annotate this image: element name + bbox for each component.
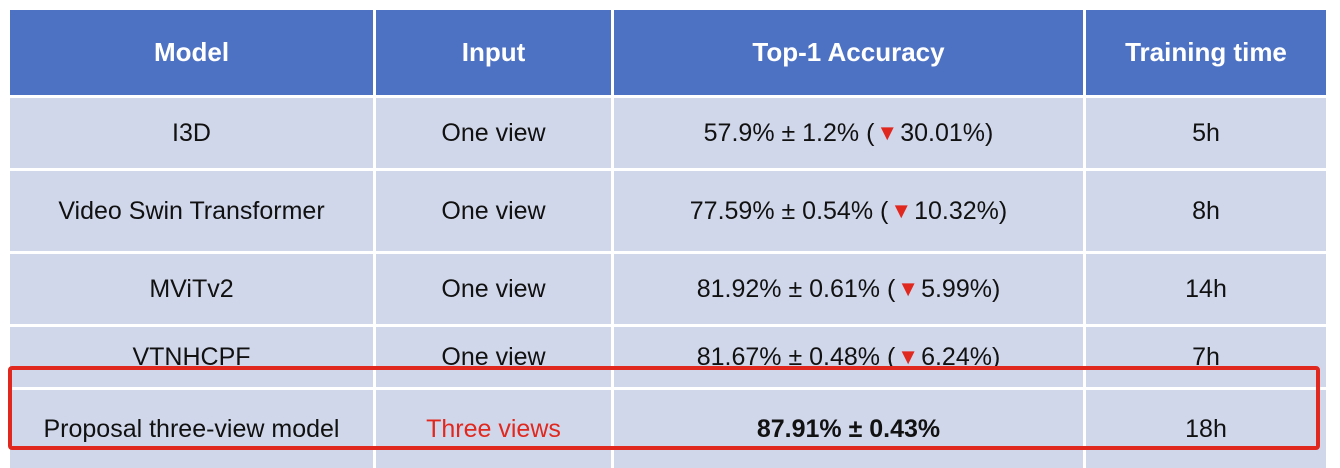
accuracy-cell: 77.59% ± 0.54% ( ▼ 10.32%) [614,171,1086,251]
input-type: One view [376,327,614,387]
header-model: Model [10,10,376,95]
accuracy-value: 81.67% ± 0.48% ( [696,342,896,371]
accuracy-cell: 57.9% ± 1.2% ( ▼ 30.01%) [614,98,1086,168]
input-type: Three views [376,390,614,468]
table-row: Video Swin Transformer One view 77.59% ±… [10,171,1326,254]
highlight-box [8,366,1320,450]
table-row: I3D One view 57.9% ± 1.2% ( ▼ 30.01%) 5h [10,98,1326,171]
table-header: Model Input Top-1 Accuracy Training time [10,10,1326,98]
header-accuracy: Top-1 Accuracy [614,10,1086,95]
training-time: 14h [1185,274,1227,303]
accuracy-cell: 81.92% ± 0.61% ( ▼ 5.99%) [614,254,1086,324]
input-type: One view [376,98,614,168]
header-input: Input [376,10,614,95]
down-triangle-icon: ▼ [897,344,920,369]
training-time: 18h [1185,414,1227,443]
accuracy-value: 57.9% ± 1.2% ( [703,118,875,147]
table-row: MViTv2 One view 81.92% ± 0.61% ( ▼ 5.99%… [10,254,1326,327]
down-triangle-icon: ▼ [890,198,913,223]
table-row-proposed: Proposal three-view model Three views 87… [10,390,1326,468]
table-row: VTNHCPF One view 81.67% ± 0.48% ( ▼ 6.24… [10,327,1326,390]
input-type: One view [376,254,614,324]
accuracy-delta: 6.24%) [921,342,1001,371]
accuracy-value: 77.59% ± 0.54% ( [689,196,889,225]
model-name: VTNHCPF [10,327,376,387]
accuracy-value: 81.92% ± 0.61% ( [696,274,896,303]
results-table: Model Input Top-1 Accuracy Training time… [10,10,1326,468]
header-training-time: Training time [1125,37,1287,67]
accuracy-delta: 30.01%) [900,118,994,147]
accuracy-delta: 10.32%) [914,196,1008,225]
accuracy-value: 87.91% ± 0.43% [614,390,1086,468]
model-name: Proposal three-view model [10,390,376,468]
training-time: 5h [1192,118,1220,147]
accuracy-cell: 81.67% ± 0.48% ( ▼ 6.24%) [614,327,1086,387]
training-time: 7h [1192,342,1220,371]
accuracy-delta: 5.99%) [921,274,1001,303]
model-name: I3D [10,98,376,168]
model-name: Video Swin Transformer [10,171,376,251]
input-type: One view [376,171,614,251]
down-triangle-icon: ▼ [897,276,920,301]
training-time: 8h [1192,196,1220,225]
model-name: MViTv2 [10,254,376,324]
down-triangle-icon: ▼ [876,120,899,145]
